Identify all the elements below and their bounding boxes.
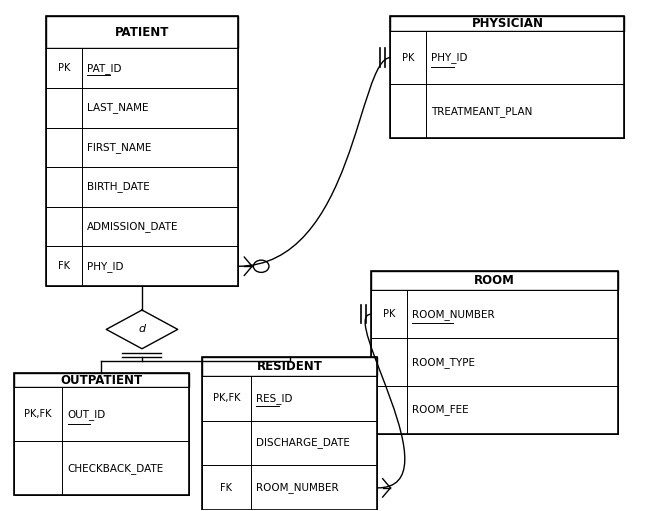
Bar	[371, 271, 618, 290]
Bar	[14, 373, 189, 495]
Text: FK: FK	[221, 483, 232, 493]
Text: CHECKBACK_DATE: CHECKBACK_DATE	[68, 462, 164, 474]
Bar	[14, 387, 189, 441]
Text: PK,FK: PK,FK	[24, 409, 52, 420]
Bar	[391, 16, 624, 138]
Bar	[371, 271, 618, 434]
Text: PK: PK	[383, 309, 395, 319]
Text: ROOM_TYPE: ROOM_TYPE	[412, 357, 475, 367]
Text: PHYSICIAN: PHYSICIAN	[471, 17, 544, 30]
Bar	[371, 290, 618, 338]
Bar	[46, 49, 238, 88]
Bar	[202, 357, 378, 376]
Text: OUTPATIENT: OUTPATIENT	[61, 374, 143, 386]
Bar	[371, 386, 618, 434]
Text: ROOM: ROOM	[474, 274, 515, 287]
Text: BIRTH_DATE: BIRTH_DATE	[87, 181, 150, 193]
Text: PHY_ID: PHY_ID	[87, 261, 124, 272]
Text: DISCHARGE_DATE: DISCHARGE_DATE	[256, 437, 350, 449]
Bar	[391, 16, 624, 31]
Bar	[371, 338, 618, 386]
Bar	[46, 207, 238, 246]
Bar	[46, 246, 238, 286]
Text: PHY_ID: PHY_ID	[432, 52, 468, 63]
Text: PK: PK	[402, 53, 415, 62]
Bar	[46, 16, 238, 286]
Bar	[46, 88, 238, 128]
Text: d: d	[139, 324, 146, 334]
Bar	[46, 167, 238, 207]
Text: OUT_ID: OUT_ID	[68, 409, 106, 420]
Text: PK: PK	[58, 63, 70, 73]
Bar	[202, 466, 378, 510]
Bar	[202, 376, 378, 421]
Bar	[46, 128, 238, 167]
Bar	[14, 373, 189, 387]
Text: RES_ID: RES_ID	[256, 393, 292, 404]
Text: PATIENT: PATIENT	[115, 26, 169, 39]
Bar	[202, 421, 378, 466]
Bar	[14, 441, 189, 495]
Text: RESIDENT: RESIDENT	[257, 360, 323, 373]
Text: ROOM_NUMBER: ROOM_NUMBER	[256, 482, 339, 493]
Text: ADMISSION_DATE: ADMISSION_DATE	[87, 221, 178, 232]
Bar	[391, 84, 624, 138]
Text: ROOM_FEE: ROOM_FEE	[412, 405, 469, 415]
Bar	[46, 16, 238, 49]
Text: PK,FK: PK,FK	[213, 393, 240, 403]
Text: TREATMEANT_PLAN: TREATMEANT_PLAN	[432, 106, 533, 117]
Bar	[391, 31, 624, 84]
Text: PAT_ID: PAT_ID	[87, 63, 122, 74]
Bar	[202, 357, 378, 510]
Text: FIRST_NAME: FIRST_NAME	[87, 142, 152, 153]
Text: ROOM_NUMBER: ROOM_NUMBER	[412, 309, 495, 320]
Text: LAST_NAME: LAST_NAME	[87, 102, 148, 113]
Text: FK: FK	[58, 261, 70, 271]
